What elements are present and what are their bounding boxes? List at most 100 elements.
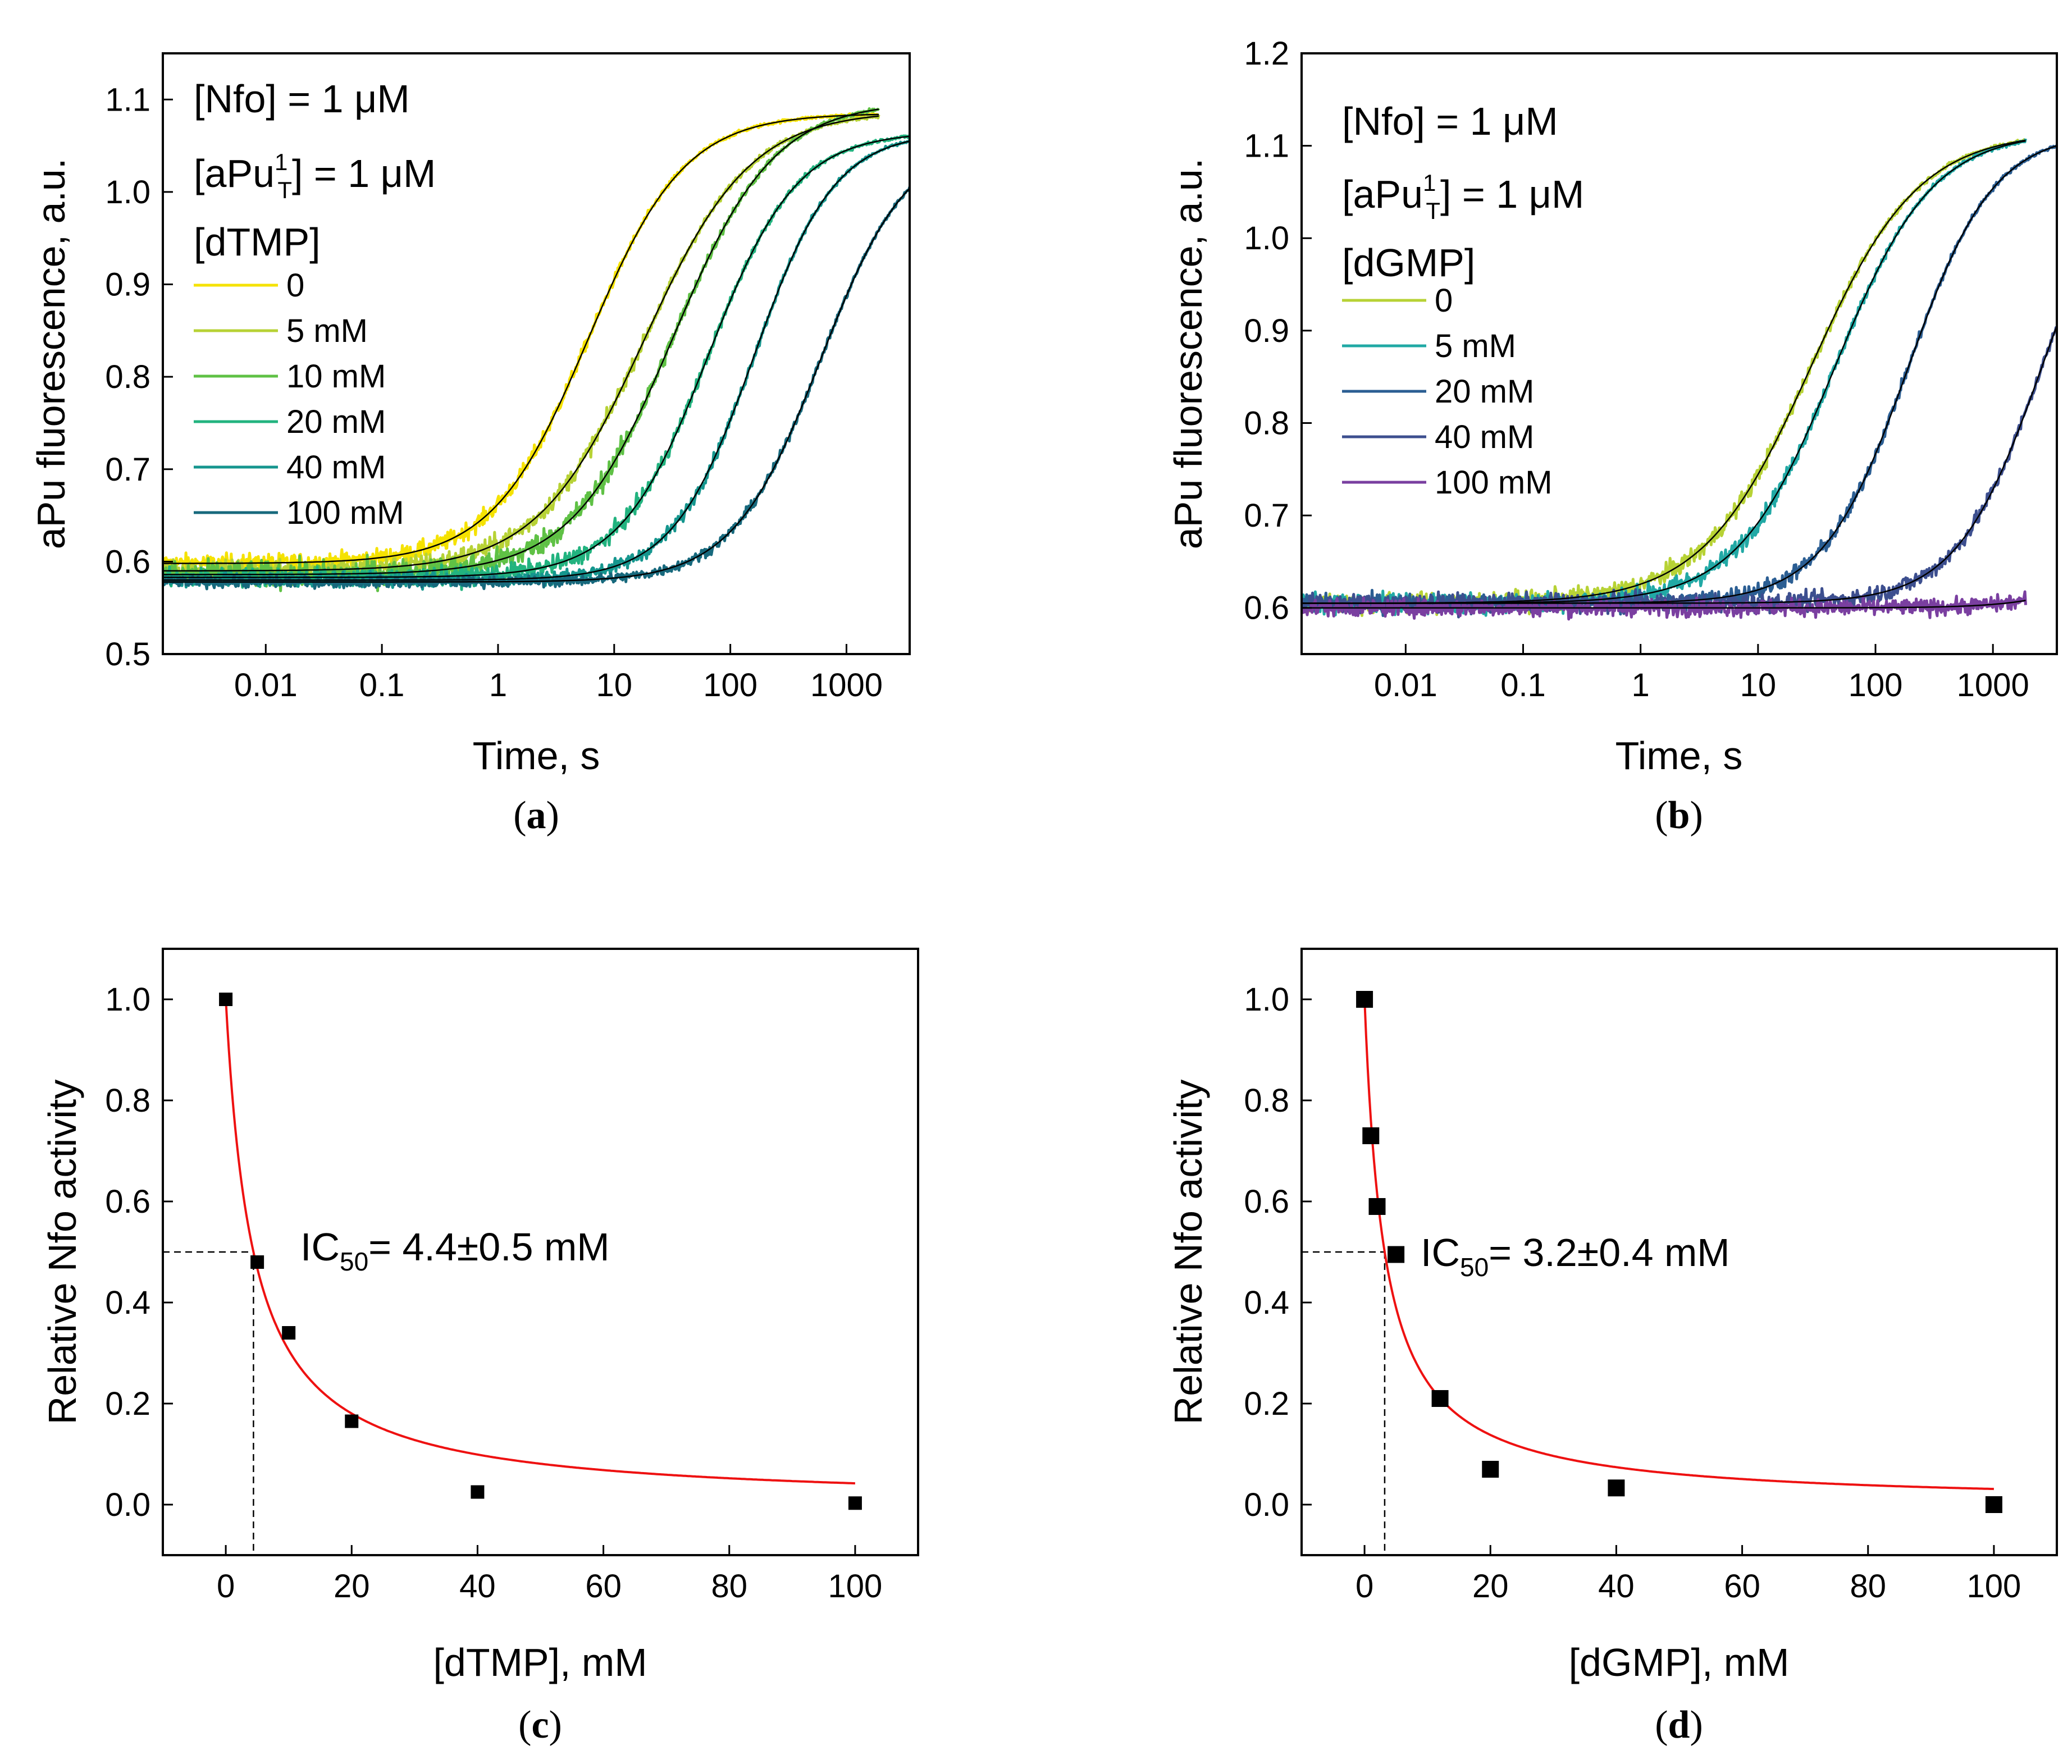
c-y-tick-label: 1.0 [105, 981, 150, 1018]
d-fit-curve [1363, 999, 1994, 1491]
c-y-tick-label: 0.2 [105, 1386, 150, 1422]
d-x-tick-label: 100 [1967, 1568, 2021, 1605]
c-x-axis-label: [dTMP], mM [433, 1640, 647, 1684]
b-series-group [1302, 138, 2057, 621]
d-y-tick-label: 1.0 [1244, 981, 1289, 1018]
b-nfo-annotation: [Nfo] = 1 μM [1342, 99, 1558, 143]
panel-a: 0.01 0.1 1 10 100 1000 0.5 0.6 0.7 0.8 0.9 1.0 1.1 T… [29, 52, 911, 837]
c-x-tick-label: 100 [828, 1568, 883, 1605]
a-fit-0 [163, 113, 879, 564]
a-y-tick-label: 0.8 [105, 359, 150, 395]
b-x-tick-label: 0.1 [1500, 667, 1546, 703]
a-nfo-annotation: [Nfo] = 1 μM [194, 77, 410, 121]
b-y-tick-label: 0.7 [1244, 497, 1289, 534]
c-x-tick-label: 0 [217, 1568, 235, 1605]
b-x-tick-label: 0.01 [1374, 667, 1437, 703]
b-y-axis-label: aPu fluorescence, a.u. [1166, 158, 1210, 550]
c-y-axis-label: Relative Nfo activity [40, 1080, 84, 1425]
b-axes: 0.01 0.1 1 10 100 1000 0.6 0.7 0.8 0.9 1.0 1.1 1.2 [1244, 35, 2029, 703]
b-data-layer [1302, 138, 2057, 621]
a-legend-label: 100 mM [286, 495, 404, 531]
b-y-tick-label: 0.9 [1244, 313, 1289, 349]
a-plot-frame [162, 52, 911, 655]
b-legend-title: [dGMP] [1342, 241, 1475, 285]
a-x-tick-label: 1 [489, 667, 507, 703]
a-data-layer [163, 107, 910, 592]
a-y-tick-label: 1.1 [105, 81, 150, 118]
c-y-tick-label: 0.4 [105, 1285, 150, 1321]
a-y-tick-label: 0.9 [105, 267, 150, 303]
d-axes: 0 20 40 60 80 100 0.0 0.2 0.4 0.6 0.8 1.0 [1244, 981, 2021, 1605]
d-data-point [1368, 1198, 1386, 1215]
c-plot-frame [162, 948, 919, 1556]
b-fit-40-mm [1302, 326, 2057, 604]
b-y-tick-label: 0.8 [1244, 405, 1289, 441]
d-y-axis-label: Relative Nfo activity [1166, 1080, 1210, 1425]
a-x-tick-label: 0.01 [234, 667, 298, 703]
a-legend-title: [dTMP] [194, 220, 321, 264]
b-x-tick-label: 1000 [1957, 667, 2029, 703]
c-x-tick-label: 40 [459, 1568, 496, 1605]
a-legend-label: 40 mM [286, 449, 386, 486]
a-fit-20-mm [163, 135, 910, 578]
a-fit-40-mm [163, 140, 910, 581]
a-fit-10-mm [163, 108, 879, 575]
d-y-tick-label: 0.2 [1244, 1386, 1289, 1422]
c-x-tick-label: 60 [585, 1568, 622, 1605]
d-plot-frame [1300, 948, 2058, 1556]
a-x-tick-label: 1000 [810, 667, 883, 703]
d-y-tick-label: 0.4 [1244, 1285, 1289, 1321]
b-x-tick-label: 10 [1740, 667, 1777, 703]
b-x-tick-label: 100 [1849, 667, 1903, 703]
b-panel-label: (b) [1655, 794, 1703, 837]
b-y-tick-label: 1.1 [1244, 128, 1289, 164]
b-legend-label: 100 mM [1435, 464, 1553, 501]
d-data-point [1431, 1390, 1449, 1407]
c-ic50-annotation: IC50= 4.4±0.5 mM [300, 1225, 610, 1276]
b-y-tick-label: 1.2 [1244, 35, 1289, 72]
a-fit-100-mm [163, 188, 910, 583]
d-data-point [1356, 991, 1373, 1008]
a-y-tick-label: 1.0 [105, 174, 150, 211]
d-x-tick-label: 40 [1598, 1568, 1635, 1605]
d-y-tick-label: 0.6 [1244, 1183, 1289, 1220]
c-x-tick-label: 20 [334, 1568, 370, 1605]
b-apu-annotation: [aPu1 T] = 1 μM [1342, 170, 1584, 224]
panel-d: 0 20 40 60 80 100 0.0 0.2 0.4 0.6 0.8 1.0 [dGMP], m… [1166, 948, 2058, 1747]
c-y-tick-label: 0.8 [105, 1082, 150, 1119]
a-series-group [163, 107, 910, 592]
b-x-axis-label: Time, s [1615, 734, 1743, 778]
b-x-tick-label: 1 [1632, 667, 1650, 703]
d-x-axis-label: [dGMP], mM [1569, 1640, 1790, 1684]
b-legend-label: 5 mM [1435, 328, 1516, 364]
b-fit-100-mm [1302, 600, 2026, 609]
c-y-tick-label: 0.0 [105, 1487, 150, 1523]
d-panel-label: (d) [1655, 1703, 1703, 1747]
a-axes: 0.01 0.1 1 10 100 1000 0.5 0.6 0.7 0.8 0.9 1.0 1.1 [105, 81, 883, 703]
c-data-point [848, 1496, 862, 1510]
b-series-20-mm [1302, 144, 2057, 618]
d-data-point [1388, 1246, 1405, 1263]
a-legend-label: 10 mM [286, 358, 386, 395]
a-series-5-mm [163, 114, 880, 585]
d-y-tick-label: 0.0 [1244, 1487, 1289, 1523]
c-x-tick-label: 80 [711, 1568, 747, 1605]
b-plot-frame [1300, 52, 2058, 655]
a-y-tick-label: 0.6 [105, 543, 150, 580]
a-apu-annotation: [aPu1 T] = 1 μM [194, 149, 436, 203]
d-data-point [1482, 1461, 1499, 1478]
a-legend-label: 0 [286, 267, 304, 304]
d-data-point [1985, 1496, 2002, 1513]
d-data-point [1362, 1127, 1380, 1144]
d-data-point [1608, 1479, 1625, 1497]
c-data-point [250, 1255, 264, 1269]
a-y-tick-label: 0.7 [105, 451, 150, 488]
c-panel-label: (c) [518, 1703, 562, 1747]
b-y-tick-label: 1.0 [1244, 220, 1289, 257]
c-axes: 0 20 40 60 80 100 0.0 0.2 0.4 0.6 0.8 1.0 [105, 981, 882, 1605]
c-data-point [282, 1326, 296, 1340]
c-data-point [219, 993, 233, 1006]
a-x-tick-label: 0.1 [359, 667, 405, 703]
d-ic50-annotation: IC50= 3.2±0.4 mM [1421, 1231, 1730, 1282]
